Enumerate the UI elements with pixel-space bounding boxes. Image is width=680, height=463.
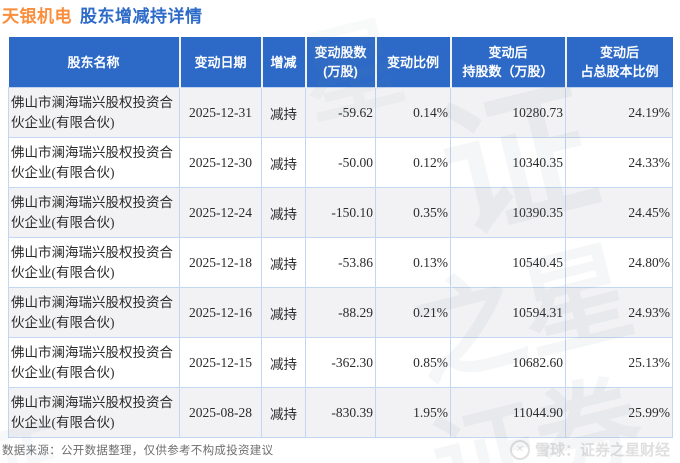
cell-change-shares: -50.00 [305,137,376,188]
cell-ratio-after: 25.13% [565,337,673,388]
header-shareholder-name: 股东名称 [8,37,181,88]
cell-shareholder-name: 佛山市澜海瑞兴股权投资合伙企业(有限合伙) [8,137,180,188]
cell-change-ratio: 0.35% [375,187,451,238]
table-row: 佛山市澜海瑞兴股权投资合伙企业(有限合伙) 2025-12-31 减持 -59.… [8,87,673,138]
brand-mark: ✕ 雪球：证券之星财经 [509,439,670,460]
cell-action: 减持 [261,387,306,438]
cell-change-date: 2025-12-18 [179,237,262,288]
header-ratio-after: 变动后 占总股本比例 [565,37,673,88]
cell-change-ratio: 1.95% [375,387,451,438]
cell-change-shares: -53.86 [305,237,376,288]
cell-change-date: 2025-12-30 [179,137,262,188]
table-row: 佛山市澜海瑞兴股权投资合伙企业(有限合伙) 2025-12-15 减持 -362… [8,337,673,388]
cell-shares-after: 10280.73 [450,87,566,138]
cell-ratio-after: 25.99% [565,387,673,438]
cell-change-date: 2025-08-28 [179,387,262,438]
table-wrapper: 股东名称 变动日期 增减 变动股数 (万股) 变动比例 变动后 持股数（万股） 变动… [0,37,680,438]
cell-shares-after: 10540.45 [450,237,566,288]
header-change-shares: 变动股数 (万股) [305,37,377,88]
page-subtitle: 股东增减持详情 [80,7,203,26]
cell-action: 减持 [261,187,306,238]
cell-action: 减持 [261,237,306,288]
cell-shareholder-name: 佛山市澜海瑞兴股权投资合伙企业(有限合伙) [8,237,180,288]
cell-change-ratio: 0.12% [375,137,451,188]
cell-change-ratio: 0.14% [375,87,451,138]
cell-change-date: 2025-12-31 [179,87,262,138]
cell-shareholder-name: 佛山市澜海瑞兴股权投资合伙企业(有限合伙) [8,187,180,238]
page-title: 天银机电 股东增减持详情 [0,0,680,28]
cell-shares-after: 11044.90 [450,387,566,438]
cell-ratio-after: 24.80% [565,237,673,288]
cell-action: 减持 [261,137,306,188]
table-row: 佛山市澜海瑞兴股权投资合伙企业(有限合伙) 2025-12-24 减持 -150… [8,187,673,238]
header-row: 股东名称 变动日期 增减 变动股数 (万股) 变动比例 变动后 持股数（万股） 变动… [8,37,673,88]
cell-change-shares: -150.10 [305,187,376,238]
table-row: 佛山市澜海瑞兴股权投资合伙企业(有限合伙) 2025-08-28 减持 -830… [8,387,673,438]
cell-change-date: 2025-12-16 [179,287,262,338]
cell-change-shares: -59.62 [305,87,376,138]
cell-action: 减持 [261,87,306,138]
cell-action: 减持 [261,287,306,338]
cell-change-ratio: 0.85% [375,337,451,388]
header-shares-after: 变动后 持股数（万股） [450,37,567,88]
stock-name: 天银机电 [2,7,72,26]
xueqiu-logo-icon: ✕ [509,439,530,460]
table-row: 佛山市澜海瑞兴股权投资合伙企业(有限合伙) 2025-12-16 减持 -88.… [8,287,673,338]
cell-shareholder-name: 佛山市澜海瑞兴股权投资合伙企业(有限合伙) [8,337,180,388]
cell-action: 减持 [261,337,306,388]
cell-change-shares: -88.29 [305,287,376,338]
brand-label: 雪球：证券之星财经 [534,442,670,459]
cell-change-shares: -830.39 [305,387,376,438]
data-source-note: 数据来源：公开数据整理，仅供参考不构成投资建议 [2,445,274,457]
cell-change-ratio: 0.21% [375,287,451,338]
cell-ratio-after: 24.45% [565,187,673,238]
cell-ratio-after: 24.93% [565,287,673,338]
cell-ratio-after: 24.19% [565,87,673,138]
table-header: 股东名称 变动日期 增减 变动股数 (万股) 变动比例 变动后 持股数（万股） 变动… [8,37,673,88]
cell-shares-after: 10340.35 [450,137,566,188]
cell-change-date: 2025-12-15 [179,337,262,388]
cell-shareholder-name: 佛山市澜海瑞兴股权投资合伙企业(有限合伙) [8,387,180,438]
cell-ratio-after: 24.33% [565,137,673,188]
cell-shares-after: 10390.35 [450,187,566,238]
table-row: 佛山市澜海瑞兴股权投资合伙企业(有限合伙) 2025-12-30 减持 -50.… [8,137,673,188]
cell-shares-after: 10682.60 [450,337,566,388]
cell-change-date: 2025-12-24 [179,187,262,238]
cell-shareholder-name: 佛山市澜海瑞兴股权投资合伙企业(有限合伙) [8,287,180,338]
table-row: 佛山市澜海瑞兴股权投资合伙企业(有限合伙) 2025-12-18 减持 -53.… [8,237,673,288]
cell-shares-after: 10594.31 [450,287,566,338]
header-change-ratio: 变动比例 [375,37,452,88]
table-body: 佛山市澜海瑞兴股权投资合伙企业(有限合伙) 2025-12-31 减持 -59.… [8,87,673,438]
cell-shareholder-name: 佛山市澜海瑞兴股权投资合伙企业(有限合伙) [8,87,180,138]
shareholder-change-table: 股东名称 变动日期 增减 变动股数 (万股) 变动比例 变动后 持股数（万股） 变动… [8,37,673,438]
header-change-date: 变动日期 [179,37,263,88]
header-action: 增减 [261,37,307,88]
cell-change-ratio: 0.13% [375,237,451,288]
cell-change-shares: -362.30 [305,337,376,388]
